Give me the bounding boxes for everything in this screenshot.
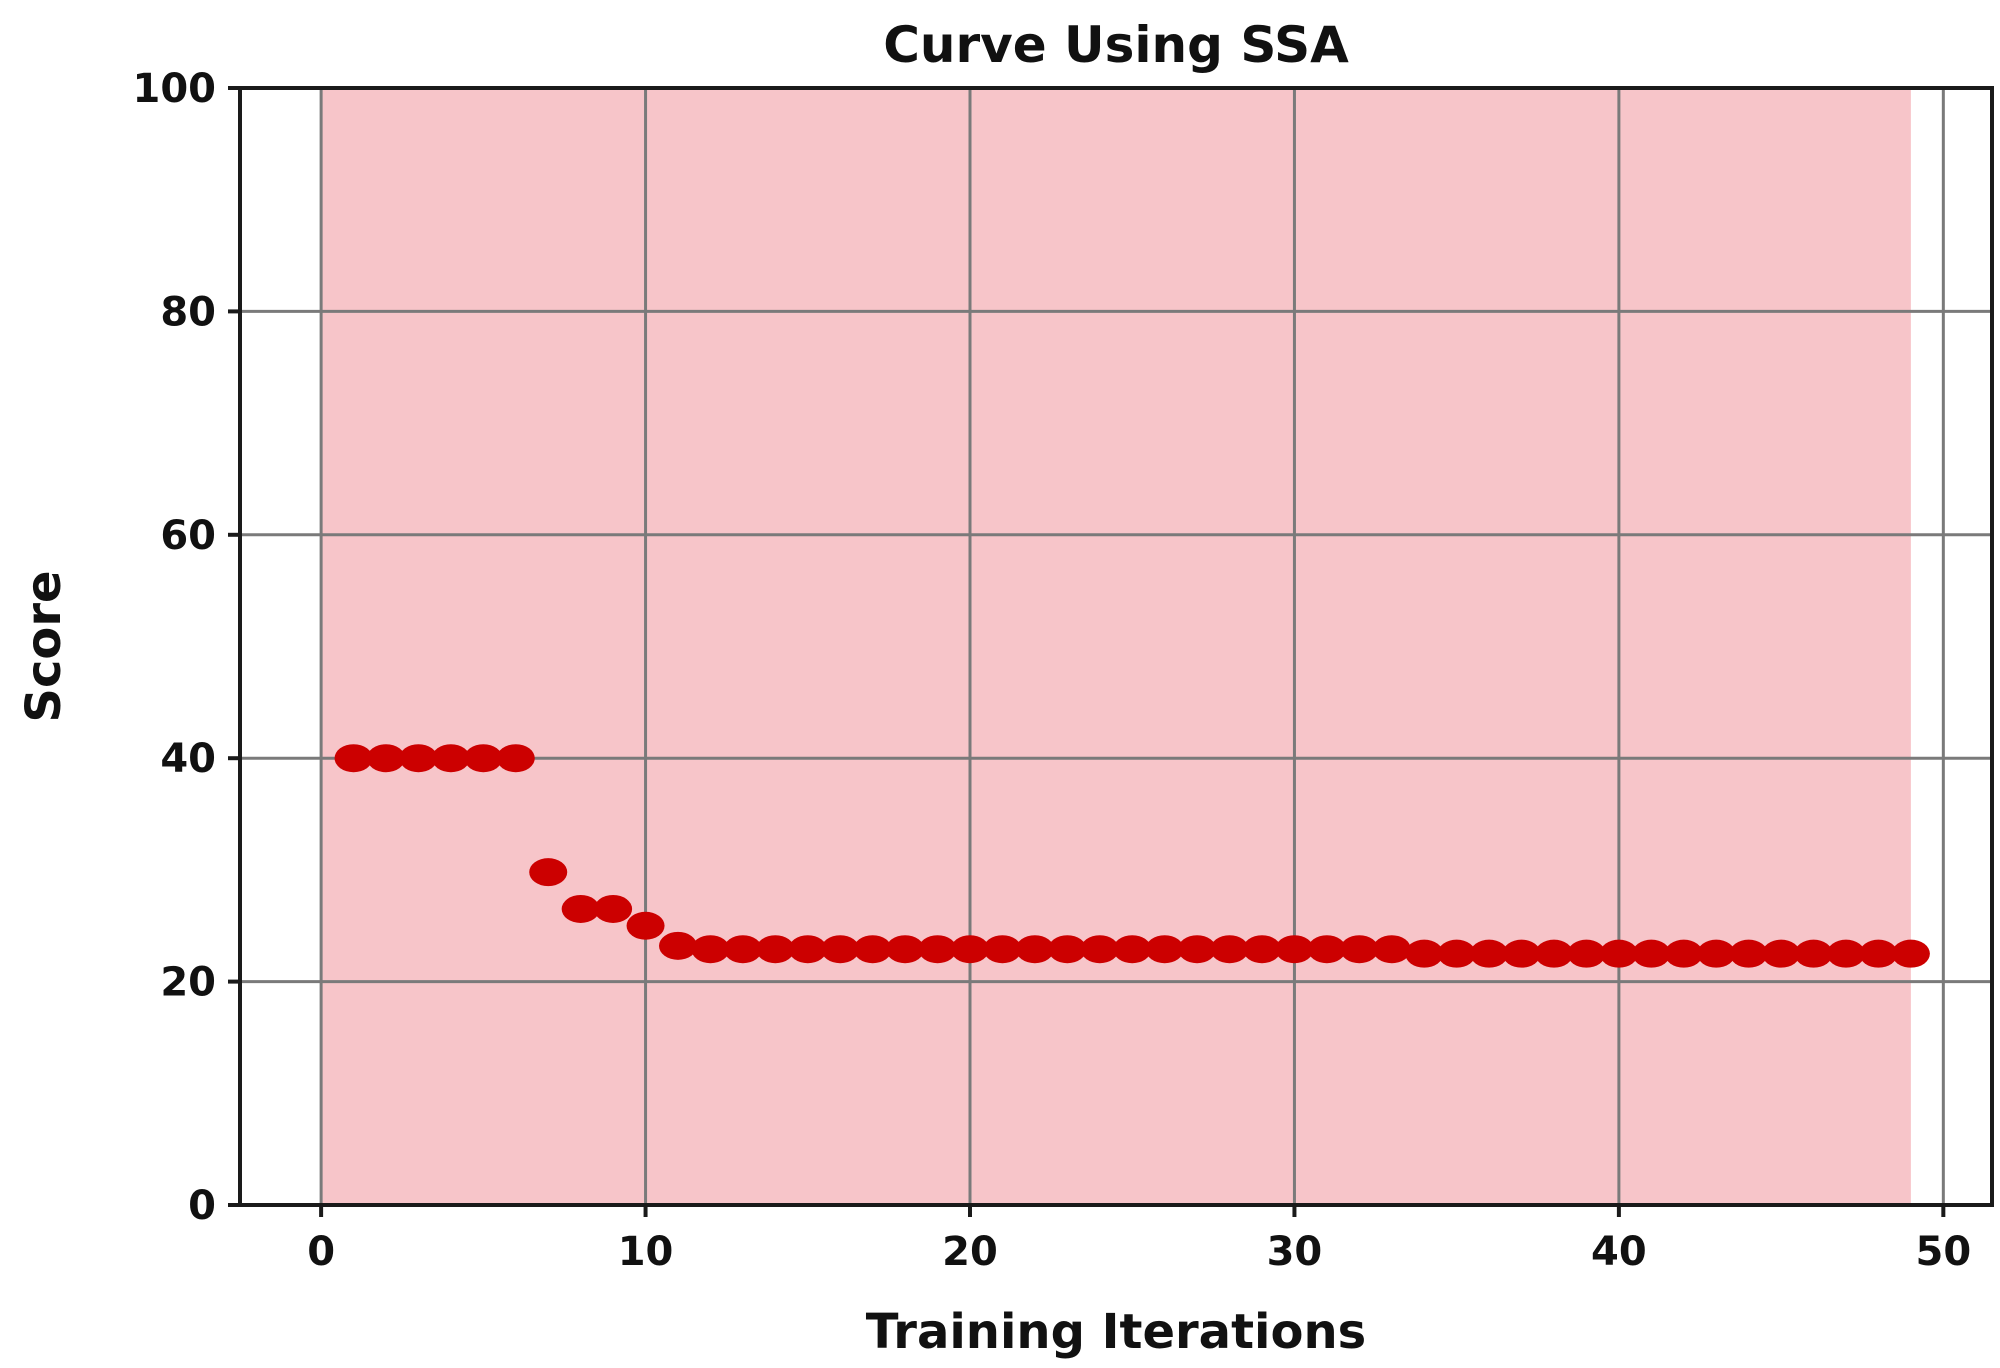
data-point [1113, 935, 1152, 964]
data-point [1567, 939, 1606, 968]
data-point [886, 935, 925, 964]
data-point [1891, 939, 1930, 968]
data-point [1275, 935, 1314, 964]
data-point [1405, 939, 1444, 968]
data-point [1178, 935, 1217, 964]
data-point [1243, 935, 1281, 964]
y-axis-label: Score [16, 570, 72, 722]
data-point [723, 935, 762, 964]
data-point [1632, 939, 1671, 968]
y-tick-label: 100 [133, 66, 217, 112]
data-point [659, 931, 697, 960]
y-tick-label: 60 [160, 513, 216, 559]
data-point [1729, 939, 1768, 968]
y-tick-label: 20 [160, 960, 216, 1006]
data-point [1502, 939, 1541, 968]
chart-title: Curve Using SSA [883, 16, 1349, 74]
data-point [1535, 939, 1573, 968]
data-point [1080, 935, 1119, 964]
shaded-area [321, 88, 1911, 1205]
data-point [1340, 935, 1379, 964]
data-points [334, 744, 1930, 968]
x-tick-label: 20 [942, 1229, 998, 1275]
data-point [431, 744, 470, 773]
data-point [626, 911, 665, 940]
data-point [1015, 935, 1054, 964]
y-tick-label: 80 [160, 289, 216, 335]
data-point [1145, 935, 1184, 964]
x-tick-label: 0 [307, 1229, 335, 1275]
data-point [464, 744, 503, 773]
data-point [1470, 939, 1509, 968]
data-point [1307, 935, 1346, 964]
x-tick-label: 10 [618, 1229, 674, 1275]
data-point [756, 935, 795, 964]
data-point [367, 744, 405, 773]
data-point [334, 744, 373, 773]
data-point [1859, 939, 1898, 968]
data-point [983, 935, 1022, 964]
data-point [1697, 939, 1736, 968]
data-point [821, 935, 860, 964]
data-point [1210, 935, 1249, 964]
plot-frame [238, 86, 1994, 1207]
data-point [561, 894, 600, 923]
data-point [399, 744, 438, 773]
x-tick-label: 30 [1267, 1229, 1323, 1275]
data-point [529, 858, 568, 887]
data-point [1599, 939, 1638, 968]
data-point [853, 935, 892, 964]
data-point [1762, 939, 1801, 968]
y-tick-label: 40 [160, 736, 216, 782]
shaded-region [321, 88, 1911, 1205]
data-point [691, 935, 730, 964]
data-point [594, 894, 633, 923]
data-point [1437, 939, 1476, 968]
data-point [1664, 939, 1703, 968]
x-tick-label: 40 [1591, 1229, 1647, 1275]
data-point [918, 935, 957, 964]
axis-ticks: 0 10 20 30 40 50 0 20 40 60 80 100 [133, 66, 1972, 1275]
x-axis-label: Training Iterations [866, 1304, 1366, 1360]
data-point [788, 935, 827, 964]
data-point [1372, 935, 1411, 964]
y-tick-label: 0 [188, 1183, 216, 1229]
data-point [496, 744, 535, 773]
data-point [951, 935, 989, 964]
data-point [1048, 935, 1087, 964]
data-point [1794, 939, 1833, 968]
x-tick-label: 50 [1915, 1229, 1971, 1275]
data-point [1827, 939, 1865, 968]
